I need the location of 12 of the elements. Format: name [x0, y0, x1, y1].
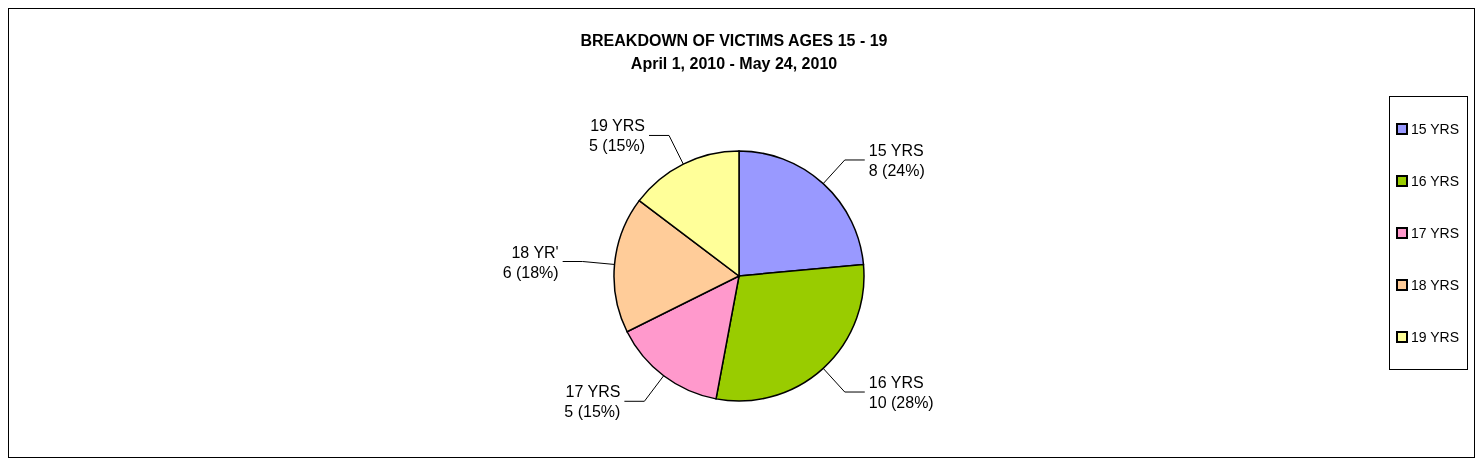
legend-label: 15 YRS: [1411, 121, 1459, 137]
legend-label: 19 YRS: [1411, 329, 1459, 345]
data-label: 17 YRS 5 (15%): [564, 382, 621, 420]
data-label: 16 YRS 10 (28%): [868, 373, 934, 411]
chart-title: BREAKDOWN OF VICTIMS AGES 15 - 19: [580, 32, 888, 49]
data-label: 18 YR' 6 (18%): [502, 243, 559, 281]
legend-label: 16 YRS: [1411, 173, 1459, 189]
legend-label: 18 YRS: [1411, 277, 1459, 293]
chart-subtitle: April 1, 2010 - May 24, 2010: [630, 55, 838, 72]
data-label: 19 YRS 5 (15%): [588, 116, 646, 154]
data-label: 15 YRS 8 (24%): [868, 141, 925, 179]
legend-label: 17 YRS: [1411, 225, 1459, 241]
